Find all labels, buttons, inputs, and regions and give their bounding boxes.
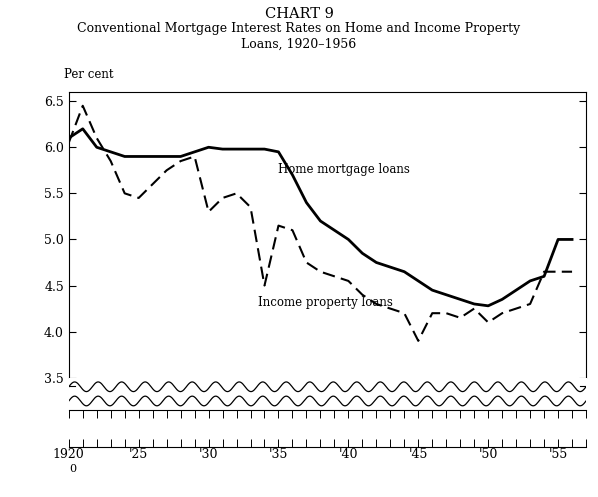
Text: '30: '30 <box>199 448 218 461</box>
Text: '40: '40 <box>338 448 358 461</box>
Text: '45: '45 <box>408 448 428 461</box>
Text: '50: '50 <box>478 448 498 461</box>
Text: '25: '25 <box>129 448 148 461</box>
Text: CHART 9: CHART 9 <box>264 7 334 21</box>
Text: '55: '55 <box>548 448 568 461</box>
Text: Conventional Mortgage Interest Rates on Home and Income Property
Loans, 1920–195: Conventional Mortgage Interest Rates on … <box>77 22 521 50</box>
Text: 1920: 1920 <box>53 448 85 461</box>
Text: 0: 0 <box>69 464 76 474</box>
Text: Per cent: Per cent <box>63 68 113 81</box>
Text: '35: '35 <box>269 448 288 461</box>
Text: Home mortgage loans: Home mortgage loans <box>279 163 410 176</box>
Text: Income property loans: Income property loans <box>258 296 392 309</box>
